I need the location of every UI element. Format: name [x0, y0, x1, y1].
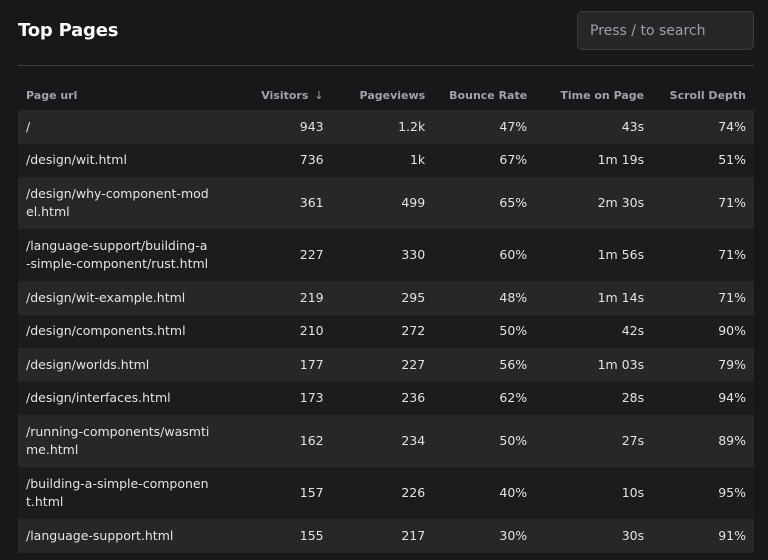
table-row[interactable]: /language-support/building-a-simple-comp… [18, 229, 754, 281]
cell-time-on-page: 1m 56s [535, 229, 653, 281]
cell-time-on-page: 1m 03s [535, 348, 653, 382]
cell-bounce-rate: 56% [433, 348, 536, 382]
cell-bounce-rate: 47% [433, 110, 536, 144]
cell-page-url[interactable]: /design/components.html [18, 314, 218, 348]
cell-pageviews: 295 [331, 281, 434, 315]
cell-time-on-page: 1m 14s [535, 281, 653, 315]
table-header-row: Page url Visitors ↓ Pageviews Bounce Rate… [18, 80, 754, 110]
cell-bounce-rate: 50% [433, 415, 536, 467]
cell-bounce-rate: 62% [433, 381, 536, 415]
cell-page-url[interactable]: /running-components/wasmtime.html [18, 415, 218, 467]
cell-pageviews: 227 [331, 348, 434, 382]
column-header-pageviews[interactable]: Pageviews [359, 88, 426, 102]
cell-bounce-rate: 65% [433, 177, 536, 229]
cell-scroll-depth: 51% [652, 143, 754, 177]
cell-pageviews: 236 [331, 381, 434, 415]
cell-visitors: 155 [217, 519, 332, 553]
cell-visitors: 736 [217, 143, 332, 177]
cell-pageviews: 1.2k [331, 110, 434, 144]
cell-scroll-depth: 89% [652, 415, 754, 467]
cell-visitors: 227 [217, 229, 332, 281]
cell-scroll-depth: 74% [652, 110, 754, 144]
table-row[interactable]: /design/components.html 210 272 50% 42s … [18, 314, 754, 348]
cell-time-on-page: 42s [535, 314, 653, 348]
cell-scroll-depth: 71% [652, 229, 754, 281]
cell-visitors: 219 [217, 281, 332, 315]
cell-time-on-page: 2m 30s [535, 177, 653, 229]
cell-page-url[interactable]: /building-a-simple-component.html [18, 467, 218, 519]
table-row[interactable]: /building-a-simple-component.html 157 22… [18, 467, 754, 519]
table-row[interactable]: /design/why-component-model.html 361 499… [18, 177, 754, 229]
cell-page-url[interactable]: /design/wit.html [18, 143, 218, 177]
cell-visitors: 162 [217, 415, 332, 467]
table-row[interactable]: /design/worlds.html 177 227 56% 1m 03s 7… [18, 348, 754, 382]
cell-bounce-rate: 40% [433, 467, 536, 519]
cell-scroll-depth: 71% [652, 281, 754, 315]
column-header-page-url[interactable]: Page url [26, 88, 78, 102]
cell-pageviews: 217 [331, 519, 434, 553]
panel-header: Top Pages [18, 0, 754, 66]
cell-page-url[interactable]: / [18, 110, 218, 144]
cell-bounce-rate: 30% [433, 519, 536, 553]
top-pages-table: Page url Visitors ↓ Pageviews Bounce Rate… [18, 80, 754, 553]
cell-page-url[interactable]: /design/worlds.html [18, 348, 218, 382]
cell-pageviews: 1k [331, 143, 434, 177]
table-row[interactable]: / 943 1.2k 47% 43s 74% [18, 110, 754, 144]
cell-time-on-page: 1m 19s [535, 143, 653, 177]
cell-visitors: 210 [217, 314, 332, 348]
cell-visitors: 361 [217, 177, 332, 229]
table-row[interactable]: /design/wit.html 736 1k 67% 1m 19s 51% [18, 143, 754, 177]
cell-bounce-rate: 48% [433, 281, 536, 315]
cell-visitors: 173 [217, 381, 332, 415]
sort-descending-icon: ↓ [314, 88, 324, 102]
cell-visitors: 157 [217, 467, 332, 519]
cell-scroll-depth: 94% [652, 381, 754, 415]
cell-time-on-page: 28s [535, 381, 653, 415]
column-header-bounce-rate[interactable]: Bounce Rate [449, 88, 528, 102]
table-row[interactable]: /design/interfaces.html 173 236 62% 28s … [18, 381, 754, 415]
cell-page-url[interactable]: /language-support.html [18, 519, 218, 553]
cell-page-url[interactable]: /design/interfaces.html [18, 381, 218, 415]
cell-page-url[interactable]: /design/wit-example.html [18, 281, 218, 315]
column-header-scroll-depth[interactable]: Scroll Depth [669, 88, 746, 102]
search-input[interactable] [577, 11, 754, 50]
table-row[interactable]: /running-components/wasmtime.html 162 23… [18, 415, 754, 467]
cell-bounce-rate: 67% [433, 143, 536, 177]
cell-scroll-depth: 71% [652, 177, 754, 229]
cell-pageviews: 272 [331, 314, 434, 348]
cell-scroll-depth: 90% [652, 314, 754, 348]
column-header-time-on-page[interactable]: Time on Page [560, 88, 645, 102]
table-row[interactable]: /design/wit-example.html 219 295 48% 1m … [18, 281, 754, 315]
cell-time-on-page: 30s [535, 519, 653, 553]
cell-page-url[interactable]: /design/why-component-model.html [18, 177, 218, 229]
cell-scroll-depth: 91% [652, 519, 754, 553]
cell-pageviews: 226 [331, 467, 434, 519]
cell-time-on-page: 27s [535, 415, 653, 467]
cell-visitors: 943 [217, 110, 332, 144]
cell-page-url[interactable]: /language-support/building-a-simple-comp… [18, 229, 218, 281]
page-title: Top Pages [18, 20, 119, 41]
cell-pageviews: 499 [331, 177, 434, 229]
cell-time-on-page: 43s [535, 110, 653, 144]
cell-time-on-page: 10s [535, 467, 653, 519]
cell-scroll-depth: 79% [652, 348, 754, 382]
cell-bounce-rate: 50% [433, 314, 536, 348]
cell-bounce-rate: 60% [433, 229, 536, 281]
cell-pageviews: 234 [331, 415, 434, 467]
column-header-visitors[interactable]: Visitors ↓ [261, 88, 324, 102]
cell-scroll-depth: 95% [652, 467, 754, 519]
table-row[interactable]: /language-support.html 155 217 30% 30s 9… [18, 519, 754, 553]
cell-visitors: 177 [217, 348, 332, 382]
cell-pageviews: 330 [331, 229, 434, 281]
